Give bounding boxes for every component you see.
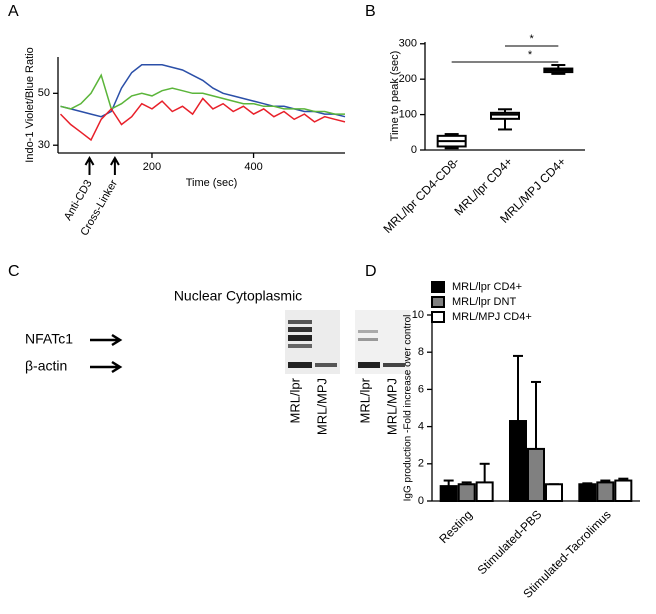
line-series — [60, 73, 345, 115]
y-tick-label: 50 — [38, 87, 50, 99]
legend-label: MRL/lpr CD4+ — [452, 281, 522, 293]
blot-image — [285, 310, 410, 374]
bar — [457, 483, 476, 503]
blot-arrow — [90, 333, 123, 374]
y-tick-label: 300 — [399, 38, 417, 50]
panel-label: B — [365, 3, 376, 20]
panel-label: A — [8, 3, 19, 20]
x-tick-label: Stimulated-PBS — [475, 507, 545, 577]
legend-swatch — [431, 311, 445, 323]
y-tick-label: 0 — [418, 495, 424, 507]
x-axis-label: Time (sec) — [186, 177, 238, 189]
legend-swatch — [431, 281, 445, 293]
x-tick-label: 200 — [143, 161, 161, 173]
x-tick-label: 400 — [244, 161, 262, 173]
significance-label: * — [530, 33, 535, 45]
blot-lane-label: MRL/MPJ — [384, 378, 399, 435]
bar — [527, 447, 545, 503]
y-tick-label: 10 — [412, 309, 424, 321]
blot-lane-label: MRL/lpr — [287, 377, 302, 423]
bar — [614, 479, 633, 503]
bar — [596, 481, 615, 502]
legend-label: MRL/MPJ CD4+ — [452, 311, 532, 323]
y-tick-label: 30 — [38, 139, 50, 151]
significance-label: * — [528, 49, 533, 61]
blot-lane-label: MRL/MPJ — [314, 378, 329, 435]
legend-swatch — [431, 296, 445, 308]
panel-label: D — [365, 263, 377, 280]
x-tick-label: MRL/lpr CD4-CD8- — [380, 154, 462, 236]
annotation-arrow — [84, 155, 95, 175]
bar — [578, 483, 597, 503]
y-tick-label: 8 — [418, 346, 424, 358]
y-tick-label: 6 — [418, 383, 424, 395]
y-axis-label: Time to peak (sec) — [389, 51, 401, 142]
y-axis-label: Indo-1 Violet/Blue Ratio — [24, 47, 36, 162]
blot-row-label: NFATc1 — [25, 331, 73, 347]
legend-label: MRL/lpr DNT — [452, 296, 516, 308]
y-tick-label: 0 — [411, 144, 417, 156]
line-series — [59, 97, 346, 142]
bar — [475, 481, 494, 502]
annotation-arrow — [110, 155, 120, 175]
x-tick-label: Resting — [436, 507, 475, 546]
y-tick-label: 100 — [399, 108, 417, 120]
bar — [545, 483, 563, 503]
bar — [439, 485, 458, 502]
panel-label: C — [8, 263, 20, 280]
blot-lane-label: MRL/lpr — [357, 377, 372, 423]
y-tick-label: 200 — [399, 73, 417, 85]
box — [490, 111, 520, 120]
y-tick-label: 4 — [418, 421, 424, 433]
bar — [509, 420, 527, 502]
blot-row-label: β-actin — [25, 358, 67, 374]
blot-title: Nuclear Cytoplasmic — [174, 288, 302, 304]
y-tick-label: 2 — [418, 458, 424, 470]
y-axis-label: IgG production -Fold increase over contr… — [403, 315, 414, 502]
